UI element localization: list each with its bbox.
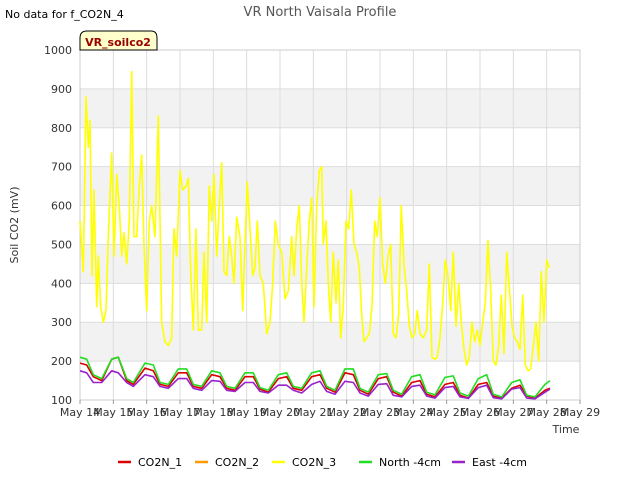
- site-badge: VR_soilco2: [79, 30, 158, 51]
- x-tick-label: May 25: [427, 406, 467, 419]
- x-tick-label: May 28: [527, 406, 567, 419]
- y-tick-label: 800: [51, 122, 72, 135]
- y-tick-label: 700: [51, 161, 72, 174]
- y-tick-label: 500: [51, 238, 72, 251]
- x-tick-label: May 21: [293, 406, 333, 419]
- x-tick-label: May 27: [493, 406, 533, 419]
- legend-label: North -4cm: [379, 456, 441, 469]
- band-600: [80, 166, 580, 206]
- x-tick-label: May 14: [60, 406, 100, 419]
- series-line-north-4cm: [79, 356, 551, 398]
- y-tick-label: 900: [51, 83, 72, 96]
- legend-label: CO2N_3: [292, 456, 336, 469]
- legend-label: CO2N_2: [215, 456, 259, 469]
- site-badge-box: [79, 30, 158, 51]
- y-tick-label: 1000: [44, 44, 72, 57]
- y-tick-label: 300: [51, 316, 72, 329]
- y-tick-label: 200: [51, 355, 72, 368]
- y-tick-label: 100: [51, 394, 72, 407]
- legend-label: CO2N_1: [138, 456, 182, 469]
- legend-item-co2n-3: CO2N_3: [272, 456, 336, 469]
- series-line-co2n-3: [79, 70, 551, 372]
- legend: CO2N_1 CO2N_2 CO2N_3 North -4cm East -4cm: [118, 456, 527, 469]
- background-bands: [80, 88, 580, 362]
- x-tick-label: May 16: [127, 406, 167, 419]
- legend-item-east-4cm: East -4cm: [452, 456, 527, 469]
- x-tick-label: May 26: [460, 406, 500, 419]
- legend-label: East -4cm: [472, 456, 527, 469]
- x-tick-label: May 29: [560, 406, 600, 419]
- x-tick-label: May 22: [327, 406, 367, 419]
- no-data-note: No data for f_CO2N_4: [5, 8, 124, 21]
- legend-item-co2n-1: CO2N_1: [118, 456, 182, 469]
- y-tick-label: 600: [51, 200, 72, 213]
- x-tick-label: May 17: [160, 406, 200, 419]
- y-tick-label: 400: [51, 277, 72, 290]
- band-800: [80, 88, 580, 128]
- y-axis-label: Soil CO2 (mV): [8, 187, 21, 264]
- band-400: [80, 244, 580, 284]
- x-axis-label: Time: [552, 423, 580, 436]
- legend-item-co2n-2: CO2N_2: [195, 456, 259, 469]
- series-line-co2n-1: [79, 356, 551, 399]
- series-line-east-4cm: [79, 370, 551, 400]
- y-axis-ticks: 100 200 300 400 500 600 700 800 900 1000: [44, 44, 72, 407]
- x-tick-label: May 20: [260, 406, 300, 419]
- x-tick-label: May 24: [393, 406, 433, 419]
- x-tick-label: May 18: [193, 406, 233, 419]
- x-tick-label: May 23: [360, 406, 400, 419]
- series-lines: [79, 70, 551, 400]
- x-tick-label: May 19: [227, 406, 267, 419]
- site-badge-label: VR_soilco2: [85, 36, 151, 49]
- legend-item-north-4cm: North -4cm: [359, 456, 441, 469]
- x-tick-label: May 15: [93, 406, 133, 419]
- chart-title: VR North Vaisala Profile: [244, 5, 397, 20]
